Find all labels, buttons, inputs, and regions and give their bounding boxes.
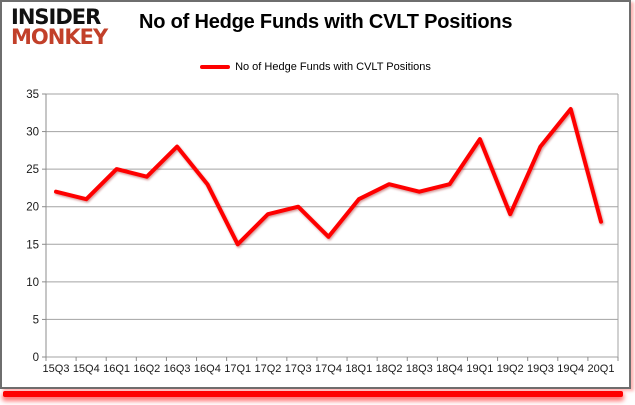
- y-tick-label: 35: [26, 89, 39, 101]
- y-tick-label: 30: [26, 127, 39, 139]
- x-tick-label: 16Q4: [194, 363, 221, 375]
- legend-label: No of Hedge Funds with CVLT Positions: [235, 61, 431, 73]
- x-tick-label: 18Q3: [406, 363, 433, 375]
- y-tick-label: 5: [33, 314, 39, 326]
- chart-card: INSIDER MONKEY No of Hedge Funds with CV…: [0, 0, 631, 389]
- y-tick-label: 0: [33, 352, 39, 364]
- y-tick-label: 10: [26, 277, 39, 289]
- x-tick-label: 16Q1: [103, 363, 130, 375]
- x-tick-label: 19Q3: [527, 363, 554, 375]
- x-tick-label: 18Q1: [345, 363, 372, 375]
- chart-title: No of Hedge Funds with CVLT Positions: [139, 11, 513, 33]
- y-tick-label: 20: [26, 202, 39, 214]
- y-tick-label: 25: [26, 164, 39, 176]
- x-tick-label: 17Q2: [254, 363, 281, 375]
- x-tick-label: 16Q3: [164, 363, 191, 375]
- x-tick-label: 15Q4: [73, 363, 100, 375]
- x-tick-label: 15Q3: [43, 363, 70, 375]
- logo-text-insider: INSIDER: [11, 5, 101, 29]
- x-tick-label: 17Q4: [315, 363, 342, 375]
- logo-text-monkey: MONKEY: [11, 24, 108, 49]
- x-tick-label: 19Q2: [497, 363, 524, 375]
- y-tick-label: 15: [26, 239, 39, 251]
- x-tick-label: 19Q4: [557, 363, 584, 375]
- insider-monkey-logo: INSIDER MONKEY: [11, 5, 131, 56]
- x-tick-label: 16Q2: [133, 363, 160, 375]
- x-tick-label: 17Q1: [224, 363, 251, 375]
- legend-line-swatch: [200, 65, 231, 69]
- x-tick-label: 19Q1: [466, 363, 493, 375]
- x-tick-label: 18Q2: [376, 363, 403, 375]
- x-tick-label: 20Q1: [588, 363, 615, 375]
- x-tick-label: 18Q4: [436, 363, 463, 375]
- legend: No of Hedge Funds with CVLT Positions: [2, 61, 629, 73]
- hedge-funds-series-line: [54, 107, 603, 247]
- bottom-red-bar: [3, 391, 623, 397]
- x-tick-label: 17Q3: [285, 363, 312, 375]
